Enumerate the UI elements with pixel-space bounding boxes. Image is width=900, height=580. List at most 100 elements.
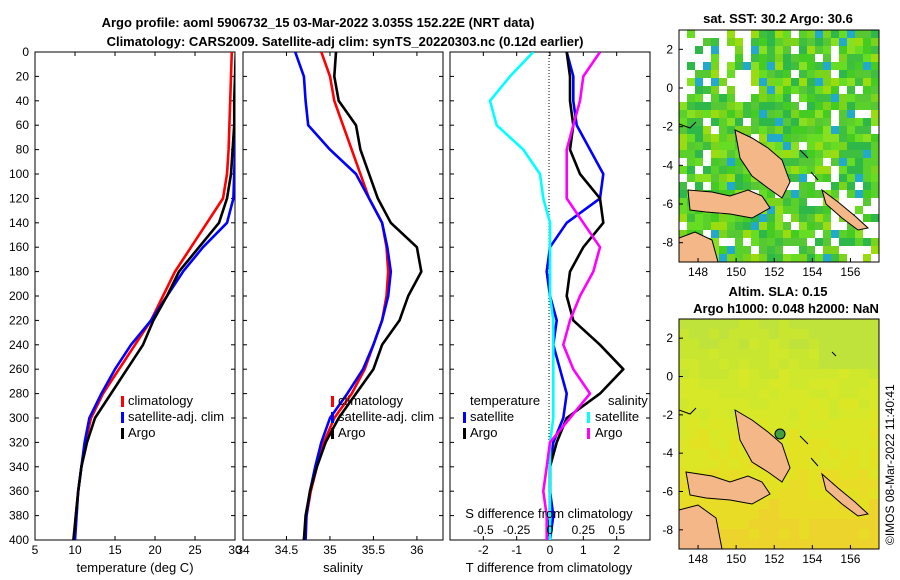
- sla-cell: [749, 329, 759, 339]
- sla-cell: [809, 529, 819, 539]
- depth-tick-label: 220: [9, 313, 29, 327]
- sst-cell: [751, 38, 759, 46]
- sst-cell: [727, 246, 735, 254]
- sla-cell: [709, 459, 719, 469]
- sst-cell: [871, 142, 879, 150]
- sla-cell: [699, 329, 709, 339]
- sst-cell: [831, 174, 839, 182]
- sst-cell: [727, 238, 735, 246]
- x-tick-label: 15: [108, 543, 122, 557]
- sla-cell: [779, 419, 789, 429]
- sla-cell: [729, 319, 739, 329]
- sst-cell: [735, 230, 743, 238]
- sla-cell: [809, 419, 819, 429]
- sst-cell: [727, 214, 735, 222]
- sst-cell: [807, 110, 815, 118]
- sla-cell: [839, 529, 849, 539]
- difference-x-axis: -2 -1 0 1 2: [478, 52, 620, 557]
- sst-cell: [863, 78, 871, 86]
- sst-cell: [823, 118, 831, 126]
- sst-cell: [799, 254, 807, 262]
- sla-cell: [709, 349, 719, 359]
- sla-cell: [839, 439, 849, 449]
- sst-cell: [855, 110, 863, 118]
- sst-cell: [823, 246, 831, 254]
- sla-cell: [729, 429, 739, 439]
- sst-cell: [727, 134, 735, 142]
- sla-cell: [769, 499, 779, 509]
- sla-cell: [719, 529, 729, 539]
- sst-cell: [807, 78, 815, 86]
- sst-cell: [815, 126, 823, 134]
- sla-cell: [799, 419, 809, 429]
- sst-cell: [783, 230, 791, 238]
- sst-cell: [783, 190, 791, 198]
- sla-cell: [789, 349, 799, 359]
- sla-cell: [859, 319, 869, 329]
- sst-cell: [711, 166, 719, 174]
- s-difference-tick-labels: -0.5 -0.25 0 0.25 0.5: [473, 523, 625, 537]
- legend-label-satellite: satellite-adj. clim: [338, 409, 434, 424]
- sst-cell: [799, 46, 807, 54]
- sst-cell: [839, 94, 847, 102]
- sla-cell: [689, 449, 699, 459]
- sla-cell: [779, 539, 789, 549]
- sst-cell: [839, 174, 847, 182]
- sst-cell: [863, 214, 871, 222]
- sla-cell: [709, 469, 719, 479]
- sla-cell: [719, 539, 729, 549]
- sst-cell: [719, 254, 727, 262]
- sst-cell: [703, 158, 711, 166]
- sla-cell: [839, 419, 849, 429]
- sst-cell: [759, 110, 767, 118]
- sst-cell: [679, 38, 687, 46]
- sst-cell: [823, 182, 831, 190]
- sla-cell: [789, 399, 799, 409]
- sst-cell: [815, 150, 823, 158]
- sst-cell: [847, 230, 855, 238]
- sst-cell: [831, 30, 839, 38]
- sst-cell: [847, 174, 855, 182]
- sla-cell: [809, 509, 819, 519]
- depth-tick-label: 0: [22, 45, 29, 59]
- sla-cell: [789, 509, 799, 519]
- sla-cell: [859, 489, 869, 499]
- sla-cell: [829, 429, 839, 439]
- sst-cell: [687, 94, 695, 102]
- sst-cell: [759, 70, 767, 78]
- sst-cell: [831, 78, 839, 86]
- sst-cell: [847, 238, 855, 246]
- chart-title-line2: Climatology: CARS2009. Satellite-adj cli…: [107, 34, 584, 49]
- sla-cell: [729, 539, 739, 549]
- sla-cell: [799, 489, 809, 499]
- sla-cell: [749, 349, 759, 359]
- sst-cell: [815, 46, 823, 54]
- sla-cell: [849, 529, 859, 539]
- sst-cell: [823, 222, 831, 230]
- sla-cell: [729, 459, 739, 469]
- sla-cell: [839, 479, 849, 489]
- sst-cell: [695, 110, 703, 118]
- legend-title-salinity: salinity: [608, 393, 648, 408]
- sla-cell: [719, 379, 729, 389]
- sst-cell: [767, 94, 775, 102]
- temperature-x-axis: 5 10 15 20 25 30: [32, 52, 242, 557]
- sst-cell: [855, 206, 863, 214]
- sst-cell: [775, 118, 783, 126]
- sst-cell: [871, 238, 879, 246]
- sla-cell: [819, 339, 829, 349]
- sla-cell: [869, 439, 879, 449]
- sst-cell: [831, 62, 839, 70]
- sla-cell: [789, 359, 799, 369]
- sst-cell: [807, 190, 815, 198]
- sla-cell: [759, 329, 769, 339]
- sst-cell: [815, 198, 823, 206]
- sst-cell: [767, 238, 775, 246]
- map-y-tick-label: 2: [666, 331, 673, 345]
- sst-cell: [783, 86, 791, 94]
- sla-cell: [839, 379, 849, 389]
- sst-cell: [855, 54, 863, 62]
- sla-cell: [859, 459, 869, 469]
- sst-cell: [839, 230, 847, 238]
- sla-cell: [849, 519, 859, 529]
